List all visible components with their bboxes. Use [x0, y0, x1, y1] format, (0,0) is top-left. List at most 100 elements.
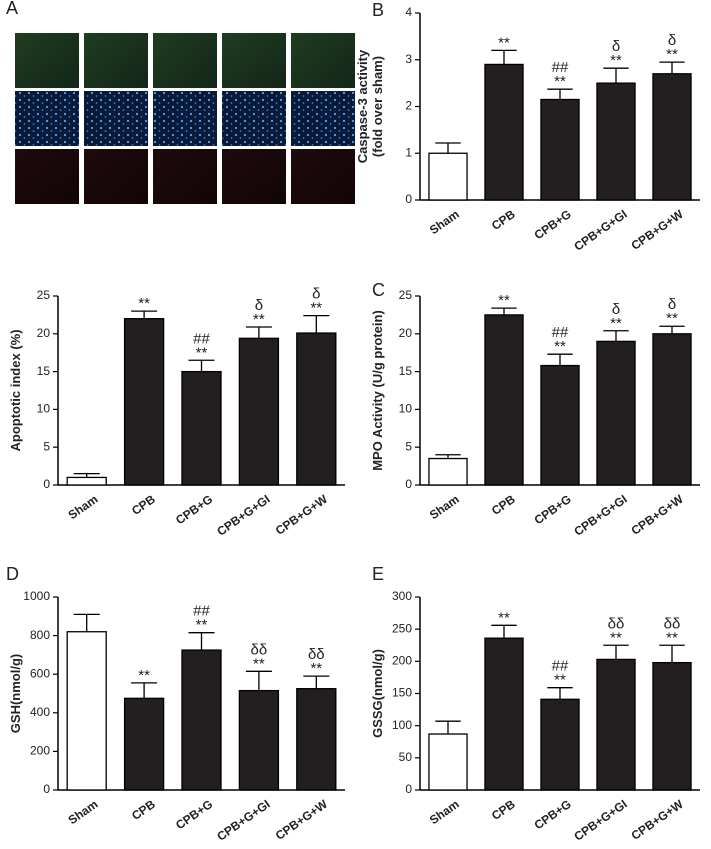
significance-mark: ** — [666, 629, 678, 646]
x-tick-label: Sham — [66, 797, 101, 827]
error-bar — [188, 359, 215, 372]
micrograph — [84, 149, 148, 204]
micrograph — [222, 33, 286, 88]
panel-label: D — [6, 564, 19, 584]
bar — [428, 152, 468, 201]
y-tick-label: 400 — [30, 705, 50, 719]
bar — [238, 337, 280, 486]
x-tick-label: CPB+G+W — [273, 797, 331, 843]
bar — [540, 364, 580, 486]
y-tick-label: 200 — [392, 654, 412, 668]
y-tick-label: 1000 — [23, 589, 50, 603]
y-tick-label: 25 — [399, 288, 413, 302]
x-tick-label: CPB — [129, 492, 158, 518]
x-tick-label: CPB+G+GI — [571, 797, 629, 844]
significance-mark: ** — [310, 300, 322, 317]
error-bar — [131, 682, 158, 699]
error-bar — [659, 644, 685, 663]
significance-mark: ** — [498, 34, 510, 51]
error-bar — [659, 61, 685, 74]
error-bar — [603, 330, 629, 342]
significance-mark: δδ — [608, 615, 625, 632]
x-tick-label: CPB+G+GI — [214, 797, 272, 844]
x-tick-label: CPB+G — [173, 492, 215, 527]
significance-mark: ** — [666, 46, 678, 63]
y-tick-label: 5 — [43, 439, 50, 453]
y-tick-label: 0 — [405, 782, 412, 796]
y-axis-label: (fold over sham) — [370, 56, 385, 157]
bar — [540, 698, 580, 791]
bar — [652, 73, 692, 201]
bar — [123, 318, 165, 486]
y-tick-label: 20 — [37, 326, 51, 340]
significance-mark: ## — [193, 603, 210, 620]
bar — [296, 688, 337, 791]
y-tick-label: 4 — [405, 5, 412, 19]
significance-mark: δδ — [308, 646, 325, 663]
y-tick-label: 0 — [405, 192, 412, 206]
significance-mark: ** — [138, 667, 150, 684]
panel-label: A — [6, 0, 18, 18]
bar — [596, 82, 636, 201]
y-tick-label: 1 — [405, 145, 412, 159]
bar — [181, 649, 222, 791]
error-bar — [73, 473, 100, 478]
panel-label: B — [372, 0, 384, 20]
significance-mark: ** — [610, 315, 622, 332]
bar — [66, 631, 107, 791]
significance-mark: δ — [312, 286, 320, 303]
micrograph — [15, 91, 79, 146]
y-tick-label: 150 — [392, 686, 412, 700]
bar — [66, 476, 107, 486]
significance-mark: δ — [612, 301, 620, 318]
micrograph — [153, 91, 217, 146]
significance-mark: δ — [668, 296, 676, 313]
bar — [540, 98, 580, 201]
y-tick-label: 10 — [37, 402, 51, 416]
error-bar — [245, 670, 272, 691]
significance-mark: ** — [498, 609, 510, 626]
micrograph-grid — [15, 33, 355, 204]
significance-mark: ## — [193, 330, 210, 347]
x-tick-label: CPB+G — [532, 492, 574, 527]
y-tick-label: 250 — [392, 621, 412, 635]
error-bar — [603, 67, 629, 84]
y-tick-label: 0 — [405, 477, 412, 491]
x-tick-label: CPB+G+W — [629, 207, 687, 253]
x-tick-label: CPB+G — [173, 797, 215, 832]
error-bar — [245, 326, 272, 339]
y-axis-label: GSSG(nmol/g) — [370, 649, 385, 738]
x-tick-label: CPB — [129, 797, 158, 823]
error-bar — [435, 720, 461, 735]
x-tick-label: CPB — [489, 207, 518, 233]
x-tick-label: CPB+G+W — [629, 797, 687, 843]
error-bar — [188, 632, 215, 651]
bar — [484, 314, 524, 486]
significance-mark: ** — [253, 655, 265, 672]
bar — [238, 689, 280, 791]
y-axis-label: Apoptotic index (%) — [8, 329, 23, 451]
y-tick-label: 100 — [392, 718, 412, 732]
x-tick-label: Sham — [427, 207, 462, 237]
error-bar — [491, 49, 517, 65]
bar — [484, 63, 524, 201]
x-tick-label: CPB+G+W — [273, 492, 331, 538]
significance-mark: ** — [554, 73, 566, 90]
panel-label: E — [372, 564, 384, 584]
x-tick-label: CPB+G — [532, 207, 574, 242]
y-axis-label: GSH(nmol/g) — [8, 654, 23, 733]
x-tick-label: CPB — [489, 797, 518, 823]
bar — [123, 697, 165, 791]
significance-mark: ** — [498, 292, 510, 309]
micrograph — [15, 33, 79, 88]
significance-mark: ** — [196, 617, 208, 634]
bar — [428, 733, 468, 791]
error-bar — [435, 454, 461, 459]
bar — [652, 333, 692, 486]
significance-mark: ## — [552, 658, 569, 675]
x-tick-label: CPB — [489, 492, 518, 518]
x-tick-label: Sham — [66, 492, 101, 522]
error-bar — [547, 88, 573, 100]
significance-mark: ** — [138, 295, 150, 312]
bar — [596, 340, 636, 486]
